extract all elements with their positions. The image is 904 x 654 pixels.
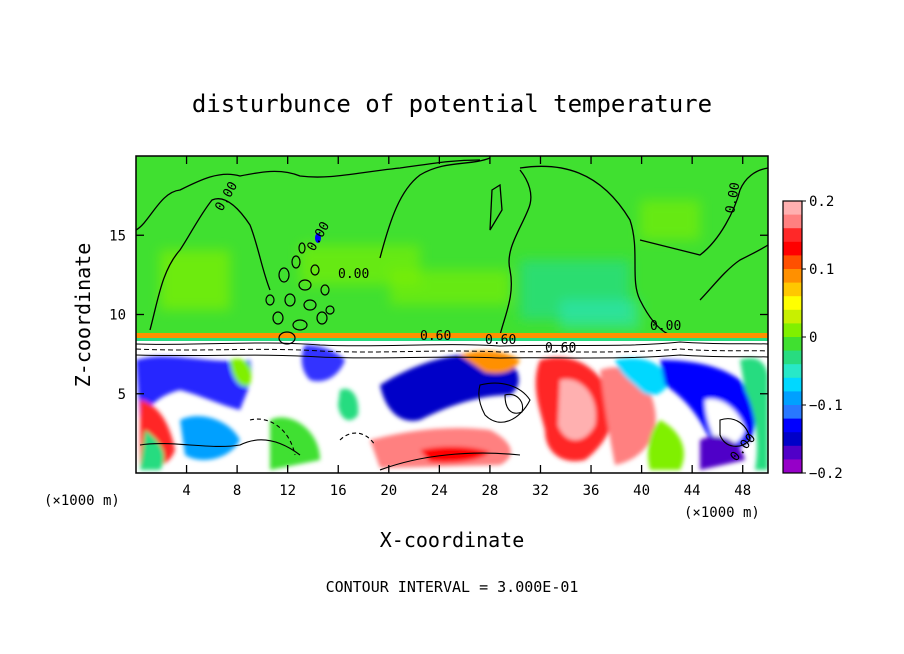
colorbar-swatch (783, 296, 802, 311)
upper-layer-shading (160, 200, 700, 330)
x-axis-label: X-coordinate (380, 528, 525, 552)
contour-label: 0.00 (338, 267, 369, 282)
x-tick-label: 24 (431, 483, 448, 499)
colorbar-swatch (783, 445, 802, 460)
y-tick-label: 5 (118, 387, 126, 403)
contour-label: 0.60 (485, 333, 516, 348)
colorbar-swatch (783, 377, 802, 392)
colorbar-swatch (783, 418, 802, 433)
x-tick-label: 40 (633, 483, 650, 499)
x-axis: 4 8 12 16 20 24 28 32 36 40 44 48 (182, 156, 751, 499)
x-tick-label: 36 (583, 483, 600, 499)
colorbar-swatch (783, 323, 802, 338)
colorbar-swatch (783, 459, 802, 474)
colorbar-swatch (783, 228, 802, 243)
lower-contours (139, 382, 751, 471)
cloud-cell-blob (315, 233, 321, 243)
colorbar-swatch (783, 391, 802, 406)
colorbar-swatch (783, 201, 802, 216)
colorbar-swatch (783, 337, 802, 352)
colorbar-swatch (783, 214, 802, 229)
x-tick-label: 16 (330, 483, 347, 499)
colorbar-tick-label: 0 (809, 330, 817, 346)
colorbar: 0.2 0.1 0 −0.1 −0.2 (782, 194, 843, 482)
colorbar-swatch (783, 282, 802, 297)
y-axis: 5 10 15 (109, 228, 768, 403)
colorbar-swatch (783, 364, 802, 379)
y-axis-label: Z-coordinate (71, 243, 95, 388)
x-units-right: (×1000 m) (684, 505, 760, 521)
colorbar-swatch (783, 269, 802, 284)
field-plot (136, 156, 768, 473)
upper-layer-field (136, 156, 768, 338)
x-tick-label: 12 (279, 483, 296, 499)
x-tick-label: 28 (481, 483, 498, 499)
x-tick-label: 44 (684, 483, 701, 499)
contour-label: 0.00 (723, 181, 743, 214)
layer-interface (136, 333, 768, 338)
y-tick-label: 10 (109, 308, 126, 324)
x-tick-label: 20 (380, 483, 397, 499)
x-tick-label: 8 (233, 483, 241, 499)
colorbar-swatch (783, 309, 802, 324)
colorbar-tick-label: −0.2 (809, 466, 843, 482)
chart-title: disturbunce of potential temperature (192, 90, 712, 118)
x-units-left: (×1000 m) (44, 493, 120, 509)
x-tick-label: 48 (734, 483, 751, 499)
colorbar-tick-label: 0.2 (809, 194, 834, 210)
contour-label: 0.00 (650, 319, 681, 334)
x-tick-label: 4 (182, 483, 190, 499)
colorbar-swatch (783, 241, 802, 256)
y-tick-label: 15 (109, 228, 126, 244)
colorbar-swatch (783, 350, 802, 365)
upper-contours (136, 157, 768, 336)
contour-interval-note: CONTOUR INTERVAL = 3.000E-01 (326, 578, 579, 596)
convective-contour-cluster (265, 242, 335, 345)
colorbar-tick-label: 0.1 (809, 262, 834, 278)
contour-label: 0.60 (420, 329, 451, 344)
contour-label: 0.60 (545, 341, 576, 356)
colorbar-tick-label: −0.1 (809, 398, 843, 414)
colorbar-swatch (783, 255, 802, 270)
x-tick-label: 32 (532, 483, 549, 499)
colorbar-swatch (783, 405, 802, 420)
interface-contours (136, 341, 768, 359)
colorbar-swatch (783, 432, 802, 447)
